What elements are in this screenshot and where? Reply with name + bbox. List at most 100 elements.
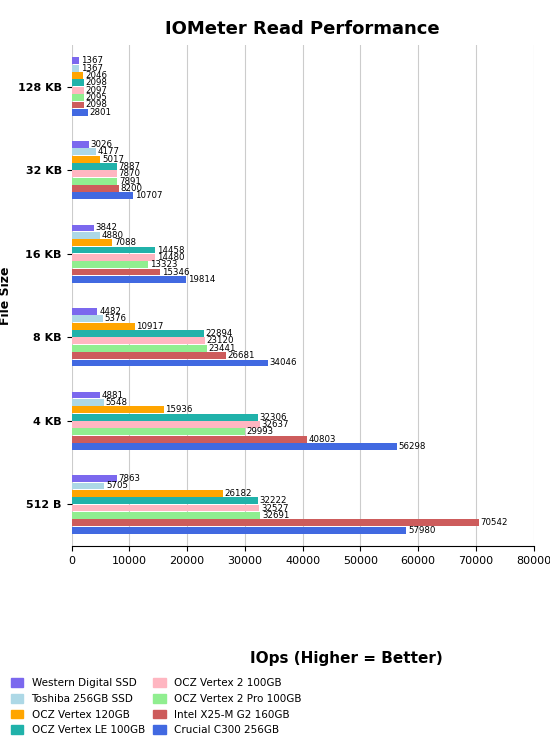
Bar [72, 490, 223, 497]
Text: 7870: 7870 [119, 169, 141, 178]
Text: 4880: 4880 [101, 231, 123, 240]
Bar [72, 109, 87, 116]
Bar [72, 239, 112, 246]
Bar [72, 269, 160, 275]
Text: 3842: 3842 [95, 224, 117, 233]
Bar [72, 79, 84, 86]
Bar [72, 58, 79, 64]
Text: IOps (Higher = Better): IOps (Higher = Better) [250, 651, 443, 666]
Bar [72, 141, 89, 148]
Text: 10707: 10707 [135, 191, 163, 200]
Bar [72, 497, 257, 504]
Bar [72, 192, 133, 199]
Bar [72, 505, 260, 512]
Bar [72, 352, 225, 359]
Y-axis label: File Size: File Size [0, 266, 12, 325]
Bar [72, 475, 117, 482]
Bar [72, 323, 135, 330]
Text: 1367: 1367 [81, 56, 103, 65]
Bar [72, 232, 100, 239]
Bar [72, 254, 155, 261]
Bar [72, 330, 204, 337]
Bar [72, 261, 148, 268]
Text: 2098: 2098 [85, 79, 107, 88]
Text: 26681: 26681 [227, 351, 255, 360]
Bar [72, 163, 117, 170]
Text: 13323: 13323 [150, 260, 178, 269]
Bar [72, 224, 94, 231]
Text: 5376: 5376 [104, 314, 126, 323]
Text: 32306: 32306 [260, 413, 287, 422]
Text: 19814: 19814 [188, 275, 215, 284]
Text: 29993: 29993 [246, 427, 273, 436]
Bar [72, 519, 479, 526]
Bar [72, 527, 406, 533]
Bar [72, 185, 119, 192]
Bar [72, 512, 260, 519]
Bar [72, 171, 117, 177]
Bar [72, 102, 84, 108]
Text: 8200: 8200 [120, 184, 142, 193]
Bar [72, 316, 102, 322]
Bar [72, 65, 79, 72]
Text: 15936: 15936 [165, 405, 192, 414]
Bar [72, 148, 96, 155]
Text: 14480: 14480 [157, 253, 184, 262]
Text: 3026: 3026 [91, 140, 113, 149]
Text: 7887: 7887 [119, 162, 141, 171]
Bar [72, 276, 186, 283]
Bar [72, 308, 97, 315]
Bar [72, 178, 117, 185]
Text: 23120: 23120 [207, 337, 234, 346]
Text: 2801: 2801 [90, 108, 112, 117]
Bar [72, 392, 100, 399]
Text: 2095: 2095 [85, 93, 107, 102]
Text: 26182: 26182 [224, 488, 252, 498]
Bar [72, 399, 103, 406]
Bar [72, 345, 207, 352]
Text: 10917: 10917 [136, 322, 164, 331]
Text: 32527: 32527 [261, 503, 289, 512]
Text: 2098: 2098 [85, 100, 107, 109]
Text: 4177: 4177 [97, 147, 119, 156]
Bar [72, 247, 155, 254]
Text: 34046: 34046 [270, 358, 298, 367]
Text: 56298: 56298 [398, 442, 426, 451]
Text: 2046: 2046 [85, 71, 107, 80]
Bar [72, 72, 83, 79]
Text: 2097: 2097 [85, 86, 107, 95]
Text: 7088: 7088 [114, 238, 136, 247]
Bar [72, 443, 397, 450]
Bar [72, 87, 84, 94]
Text: 32691: 32691 [262, 511, 289, 520]
Bar [72, 156, 101, 162]
Text: 14458: 14458 [157, 245, 184, 254]
Text: 57980: 57980 [408, 526, 436, 535]
Text: 4881: 4881 [101, 390, 123, 399]
Bar [72, 482, 104, 489]
Text: 4482: 4482 [99, 307, 121, 316]
Text: 5017: 5017 [102, 155, 124, 164]
Text: 5705: 5705 [106, 482, 128, 491]
Bar [72, 406, 163, 413]
Title: IOMeter Read Performance: IOMeter Read Performance [165, 19, 440, 37]
Text: 15346: 15346 [162, 268, 189, 277]
Text: 32222: 32222 [259, 496, 287, 505]
Legend: Western Digital SSD, Toshiba 256GB SSD, OCZ Vertex 120GB, OCZ Vertex LE 100GB, O: Western Digital SSD, Toshiba 256GB SSD, … [10, 678, 301, 735]
Bar [72, 94, 84, 101]
Bar [72, 436, 307, 443]
Text: 23441: 23441 [208, 344, 236, 353]
Text: 40803: 40803 [309, 435, 337, 444]
Text: 70542: 70542 [481, 518, 508, 527]
Text: 5548: 5548 [105, 398, 127, 407]
Bar [72, 421, 260, 428]
Text: 7863: 7863 [119, 474, 141, 483]
Bar [72, 360, 268, 367]
Text: 32637: 32637 [262, 420, 289, 429]
Text: 1367: 1367 [81, 64, 103, 73]
Bar [72, 414, 258, 420]
Text: 7891: 7891 [119, 177, 141, 186]
Bar [72, 429, 245, 435]
Text: 22894: 22894 [206, 329, 233, 338]
Bar [72, 337, 205, 344]
